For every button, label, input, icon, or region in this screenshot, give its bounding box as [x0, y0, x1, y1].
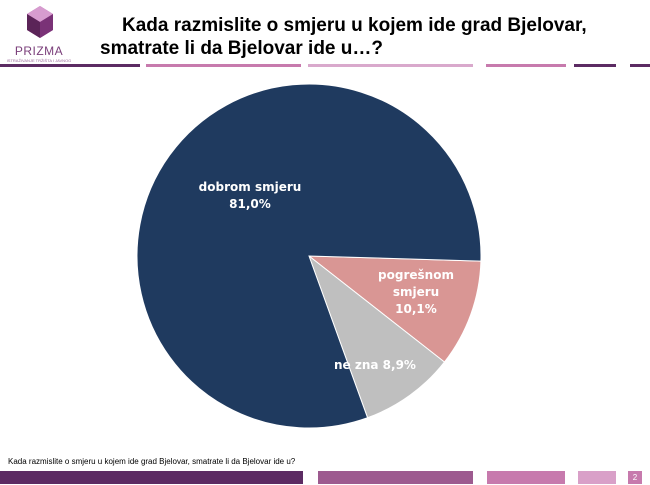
- title-line-2: smatrate li da Bjelovar ide u…?: [100, 38, 383, 59]
- top-bar-6: [630, 64, 650, 67]
- label-ne-zna-line: ne zna 8,9%: [334, 358, 416, 372]
- top-bar-4: [486, 64, 566, 67]
- bottom-bar-4: [578, 471, 616, 484]
- page-title: Kada razmislite o smjeru u kojem ide gra…: [100, 14, 640, 60]
- prism-icon: [27, 6, 53, 38]
- top-bar-3: [308, 64, 473, 67]
- label-ne-zna: ne zna 8,9%: [334, 358, 416, 372]
- top-bar-5: [574, 64, 616, 67]
- bottom-bar-1: [0, 471, 303, 484]
- slice-ne-zna: [307, 254, 446, 419]
- label-dobrom-smjeru-line: 81,0%: [229, 197, 271, 211]
- bottom-bar-3: [487, 471, 565, 484]
- page-number: 2: [632, 473, 638, 482]
- label-pogresnom-smjeru: pogrešnom smjeru 10,1%: [378, 268, 454, 316]
- logo-name: PRIZMA: [14, 44, 64, 58]
- label-dobrom-smjeru: dobrom smjeru 81,0%: [199, 180, 302, 211]
- bottom-bar-2: [318, 471, 473, 484]
- page-number-box: [628, 471, 642, 484]
- label-pogresnom-smjeru-line: 10,1%: [395, 302, 437, 316]
- footnote: Kada razmislite o smjeru u kojem ide gra…: [8, 457, 296, 466]
- slice-pogresnom-smjeru: [307, 255, 482, 363]
- top-bar-2: [146, 64, 301, 67]
- slice-dobrom-smjeru: [136, 83, 482, 429]
- label-pogresnom-smjeru-line: smjeru: [393, 285, 439, 299]
- label-dobrom-smjeru-line: dobrom smjeru: [199, 180, 302, 194]
- label-pogresnom-smjeru-line: pogrešnom: [378, 268, 454, 282]
- title-line-1: Kada razmislite o smjeru u kojem ide gra…: [122, 15, 587, 36]
- top-bar-1: [0, 64, 140, 67]
